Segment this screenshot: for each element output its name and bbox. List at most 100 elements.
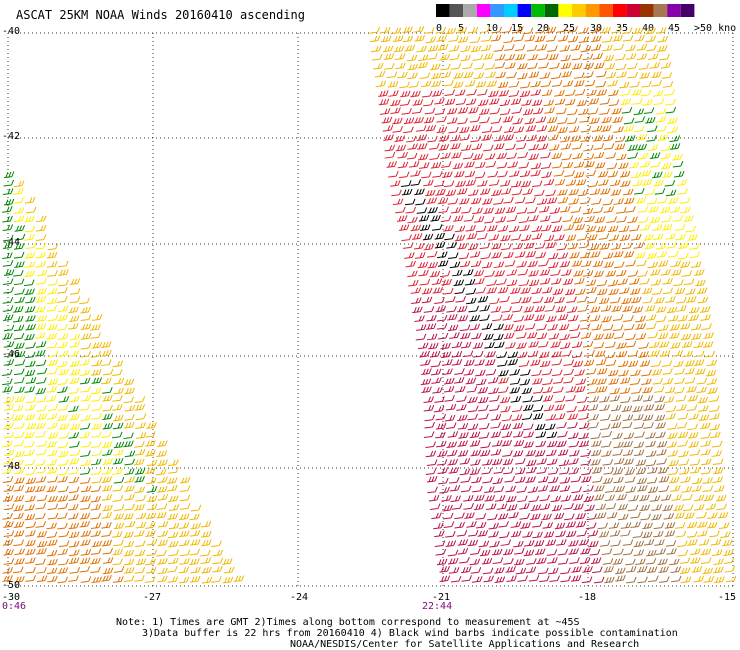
wind-barb (3, 171, 15, 179)
wind-barb (437, 467, 449, 474)
wind-barb (689, 306, 700, 314)
wind-barb (35, 387, 47, 395)
wind-barb (467, 396, 478, 404)
wind-barb (46, 531, 58, 539)
wind-barb (487, 224, 498, 232)
wind-barb (611, 26, 622, 34)
wind-barb (484, 216, 495, 224)
wind-barb (113, 377, 125, 385)
wind-barb (534, 423, 546, 431)
wind-barb (665, 98, 676, 106)
wind-barb (68, 457, 80, 465)
wind-barb (571, 566, 582, 573)
wind-barb (457, 305, 468, 313)
wind-barb (123, 549, 135, 557)
wind-barb (701, 458, 712, 466)
wind-barb (651, 368, 663, 376)
wind-barb (530, 359, 541, 366)
wind-barb (449, 261, 461, 269)
wind-barb (603, 206, 614, 213)
wind-barb (679, 261, 691, 268)
wind-barb (627, 144, 638, 151)
wind-barb (565, 521, 577, 528)
wind-barb (2, 333, 13, 340)
wind-barb (638, 342, 649, 350)
wind-barb (35, 224, 47, 232)
wind-barb (689, 251, 701, 259)
wind-barb (624, 468, 636, 476)
wind-barb (513, 315, 525, 323)
wind-barb (466, 386, 478, 393)
wind-barb (221, 558, 233, 565)
wind-barb (630, 511, 641, 519)
wind-barb (493, 333, 504, 341)
wind-barb (494, 62, 506, 69)
wind-barb (605, 71, 617, 79)
wind-barb (423, 99, 434, 107)
wind-barb (624, 135, 636, 142)
wind-barb (642, 531, 653, 539)
wind-barb (474, 277, 485, 285)
wind-barb (427, 261, 439, 269)
wind-barb (68, 531, 80, 539)
wind-barb (589, 306, 601, 313)
wind-barb (447, 117, 458, 125)
wind-barb (58, 368, 69, 376)
wind-barb (547, 125, 559, 133)
wind-barb (47, 323, 58, 331)
wind-barb (697, 396, 709, 404)
wind-barb (426, 250, 438, 258)
wind-barb (525, 566, 537, 574)
wind-barb (612, 314, 624, 321)
wind-barb (439, 270, 451, 278)
wind-barb (591, 125, 603, 132)
wind-barb (557, 313, 569, 321)
wind-barb (68, 306, 79, 314)
wind-barb (532, 405, 544, 412)
wind-barb (413, 25, 425, 33)
wind-barb (653, 179, 664, 187)
wind-barb (58, 558, 69, 566)
wind-barb (625, 486, 637, 493)
wind-barb (690, 261, 702, 268)
wind-barb (558, 323, 570, 331)
wind-barb (602, 36, 613, 43)
wind-barb (561, 350, 572, 357)
wind-barb (548, 134, 559, 141)
wind-barb (146, 477, 157, 485)
wind-barb (600, 26, 611, 34)
wind-barb (545, 189, 556, 197)
wind-barb (91, 395, 102, 402)
wind-barb (517, 351, 528, 359)
wind-barb (46, 304, 58, 312)
wind-barb (102, 368, 114, 376)
wind-barb (633, 540, 645, 548)
wind-barb (477, 386, 489, 394)
wind-barb (519, 81, 531, 89)
wind-barb (46, 485, 58, 493)
wind-barb (437, 450, 448, 457)
wind-barb (500, 423, 512, 431)
wind-barb (599, 108, 610, 115)
wind-barb (657, 45, 668, 52)
wind-barb (614, 485, 626, 493)
wind-barb (454, 368, 465, 375)
wind-barb (617, 278, 629, 285)
wind-barb (573, 161, 585, 169)
wind-barb (484, 486, 495, 493)
wind-barb (134, 486, 145, 494)
wind-barb (679, 197, 691, 204)
wind-barb (613, 198, 624, 205)
note-line-2: 3)Data buffer is 22 hrs from 20160410 4)… (142, 628, 678, 639)
wind-barb (677, 314, 688, 322)
wind-barb (35, 359, 47, 367)
wind-barb (519, 224, 530, 232)
wind-barb (510, 98, 522, 105)
wind-barb (469, 314, 480, 322)
wind-barb (13, 459, 24, 467)
wind-barb (13, 484, 25, 492)
wind-barb (490, 117, 502, 124)
wind-barb (91, 423, 102, 430)
wind-barb (447, 458, 458, 466)
